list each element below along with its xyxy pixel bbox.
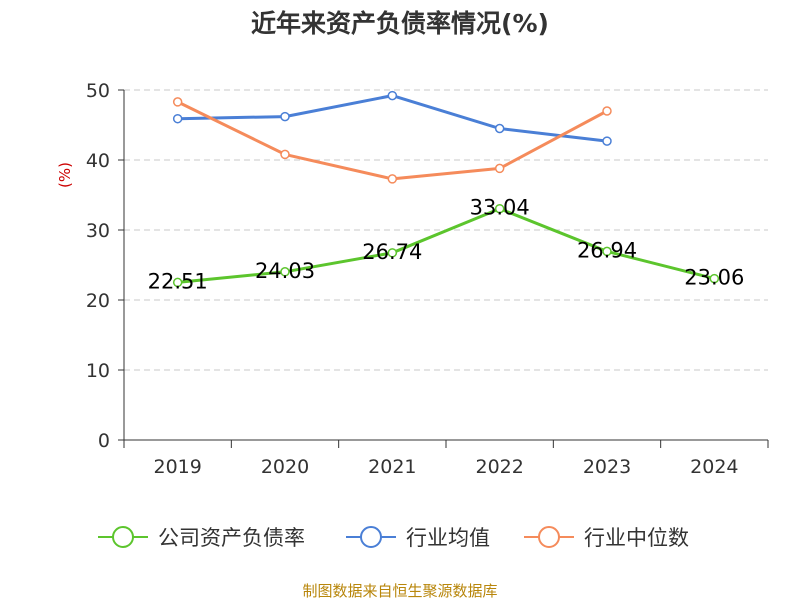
- data-label: 26.94: [577, 238, 637, 262]
- data-point: [602, 136, 612, 146]
- data-point: [172, 97, 183, 107]
- data-point: [387, 90, 398, 101]
- y-tick-label: 40: [86, 150, 110, 172]
- data-point: [602, 106, 612, 116]
- data-point: [494, 163, 505, 174]
- x-tick-label: 2024: [690, 456, 738, 478]
- legend-label: 公司资产负债率: [158, 526, 305, 550]
- chart-title: 近年来资产负债率情况(%): [251, 9, 549, 38]
- legend-label: 行业中位数: [584, 526, 689, 550]
- data-point: [280, 267, 290, 277]
- data-point: [172, 277, 183, 288]
- data-point: [387, 174, 398, 184]
- data-label: 26.74: [362, 240, 422, 264]
- x-tick-label: 2022: [475, 456, 523, 478]
- data-label: 22.51: [148, 269, 208, 293]
- data-label: 23.06: [684, 266, 744, 290]
- legend-marker: [360, 526, 382, 548]
- data-point: [494, 123, 505, 134]
- y-tick-label: 10: [86, 360, 110, 382]
- x-tick-label: 2020: [261, 456, 309, 478]
- data-source-note: 制图数据来自恒生聚源数据库: [302, 582, 498, 600]
- data-point: [709, 273, 720, 284]
- data-label: 33.04: [470, 196, 530, 220]
- y-tick-label: 50: [86, 80, 110, 102]
- x-tick-label: 2021: [368, 456, 416, 478]
- x-tick-label: 2023: [583, 456, 631, 478]
- x-tick-label: 2019: [153, 456, 201, 478]
- legend-marker: [112, 526, 134, 548]
- y-tick-label: 30: [86, 220, 110, 242]
- series-line: [177, 207, 715, 284]
- data-label: 24.03: [255, 259, 315, 283]
- data-point: [387, 248, 398, 258]
- series-line: [177, 100, 608, 181]
- y-tick-label: 0: [98, 430, 110, 452]
- data-point: [280, 149, 290, 160]
- data-point: [172, 113, 183, 124]
- data-point: [494, 203, 505, 214]
- data-point: [280, 111, 290, 122]
- legend-label: 行业均值: [406, 526, 490, 550]
- y-tick-label: 20: [86, 290, 110, 312]
- legend-marker: [538, 526, 560, 548]
- data-point: [602, 246, 612, 257]
- y-axis-label: (%): [56, 162, 74, 188]
